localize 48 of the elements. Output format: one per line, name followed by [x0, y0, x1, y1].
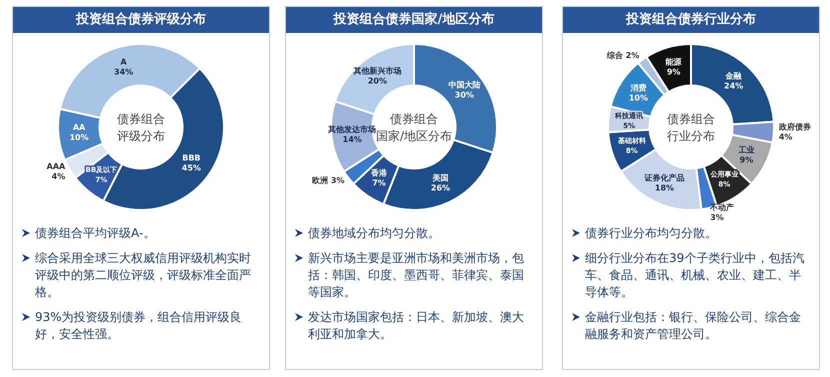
data-label: 20% — [368, 76, 387, 86]
text: 金融行业包括：银行、保险公司、综合金融服务和资产管理公司。 — [584, 309, 802, 343]
data-label: 9% — [740, 155, 754, 164]
data-label: 4% — [778, 132, 792, 142]
data-label: 14% — [342, 134, 362, 144]
text: 细分行业分布在39个子类行业中，包括汽车、食品、通讯、机械、农业、建工、半导体等。 — [584, 250, 806, 301]
slice-label: 工业 — [737, 145, 754, 154]
slice-label: 美国 — [432, 172, 449, 182]
data-label: 24% — [724, 82, 744, 91]
slice-label: A — [120, 57, 128, 66]
chart-title: 投资组合债券国家/地区分布 — [286, 7, 542, 33]
text: 发达市场国家包括：日本、新加坡、澳大利亚和加拿大。 — [307, 309, 525, 343]
data-label: 7% — [372, 178, 386, 188]
data-label: 10% — [69, 132, 89, 142]
slice-label: 其他新兴市场 — [352, 66, 402, 76]
slice-label: 不动产 — [709, 202, 734, 212]
slice-label: 中国大陆 — [448, 80, 480, 90]
data-label: 30% — [454, 90, 474, 100]
data-label: 45% — [182, 164, 201, 173]
data-label: 3% — [710, 212, 724, 222]
data-label: 26% — [430, 183, 450, 192]
slice-label: 综合 2% — [606, 50, 640, 60]
chart-title: 投资组合债券评级分布 — [13, 7, 269, 33]
slice-label: 政府债券 — [778, 122, 812, 132]
slice-label: AA — [72, 122, 86, 132]
text: 债券行业分布均匀分散。 — [584, 225, 718, 242]
data-label: 9% — [666, 67, 680, 76]
text: 债券地域分布均匀分散。 — [307, 225, 441, 242]
data-label: 4% — [52, 172, 66, 181]
slice-label: 证券化产品 — [643, 173, 684, 182]
slice-label: BBB — [182, 154, 201, 163]
text: 债券组合平均评级A-。 — [34, 225, 156, 242]
chart-title: 投资组合债券行业分布 — [563, 7, 819, 33]
data-label: 34% — [114, 67, 134, 76]
slice-label: 欧洲 3% — [312, 176, 344, 186]
slice-label: 香港 — [370, 168, 388, 178]
text: 93%为投资级别债券，组合信用评级良好，安全性强。 — [34, 309, 243, 343]
data-label: 18% — [654, 183, 674, 192]
text: 债券组合评级分布 — [117, 112, 165, 143]
text: 综合采用全球三大权威信用评级机构实时评级中的第二顺位评级，评级标准全面严格。 — [34, 250, 252, 301]
slice-label: AAA — [46, 162, 66, 171]
data-label: 10% — [628, 94, 648, 103]
slice-label: 能源 — [666, 57, 683, 66]
slice-label: 消费 — [629, 84, 646, 93]
text: 债券组合行业分布 — [667, 112, 715, 143]
slice-label: 金融 — [724, 72, 743, 81]
text: 新兴市场主要是亚洲市场和美洲市场，包括：韩国、印度、墨西哥、菲律宾、泰国等国家。 — [307, 250, 525, 301]
text: 债券组合国家/地区分布 — [376, 112, 452, 143]
